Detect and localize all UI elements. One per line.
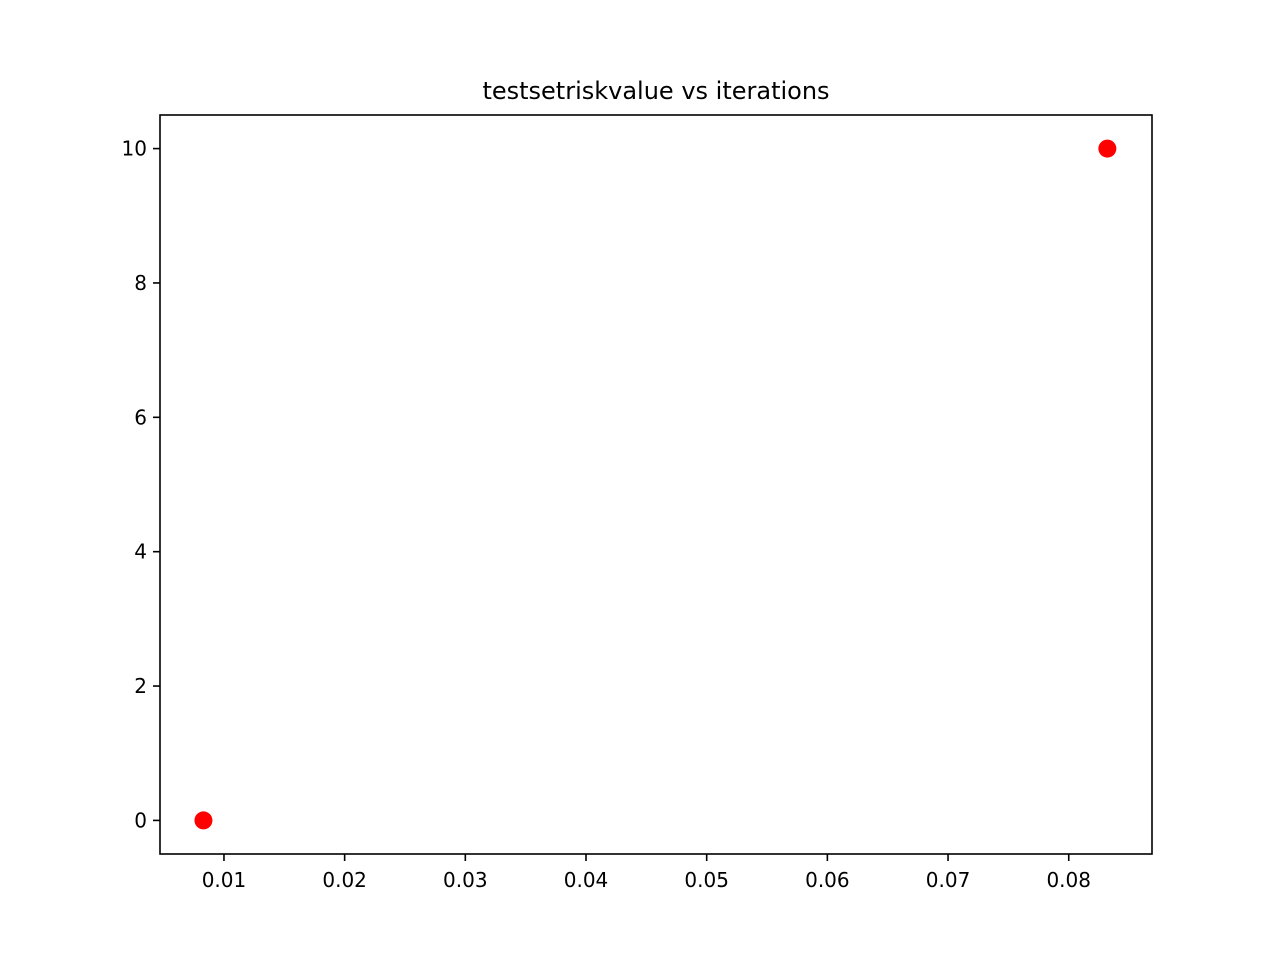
- x-tick-label: 0.06: [805, 868, 850, 892]
- data-point: [1098, 139, 1117, 158]
- y-tick-label: 4: [134, 540, 147, 564]
- y-axis: 0 2 4 6 8 10: [122, 137, 160, 832]
- x-tick-label: 0.08: [1046, 868, 1091, 892]
- plot-area: [194, 139, 1117, 830]
- y-tick-label: 10: [122, 137, 147, 161]
- x-axis: 0.01 0.02 0.03 0.04 0.05 0.06 0.07 0.08: [202, 854, 1091, 892]
- x-tick-label: 0.03: [443, 868, 488, 892]
- x-tick-label: 0.04: [564, 868, 609, 892]
- y-tick-label: 2: [134, 674, 147, 698]
- x-tick-label: 0.05: [684, 868, 729, 892]
- data-point: [194, 811, 213, 830]
- x-tick-label: 0.01: [202, 868, 247, 892]
- x-tick-label: 0.07: [926, 868, 971, 892]
- chart-title: testsetriskvalue vs iterations: [482, 77, 829, 105]
- plot-frame: [159, 114, 1153, 855]
- x-tick-label: 0.02: [322, 868, 367, 892]
- y-tick-label: 8: [134, 271, 147, 295]
- y-tick-label: 6: [134, 405, 147, 429]
- y-tick-label: 0: [134, 808, 147, 832]
